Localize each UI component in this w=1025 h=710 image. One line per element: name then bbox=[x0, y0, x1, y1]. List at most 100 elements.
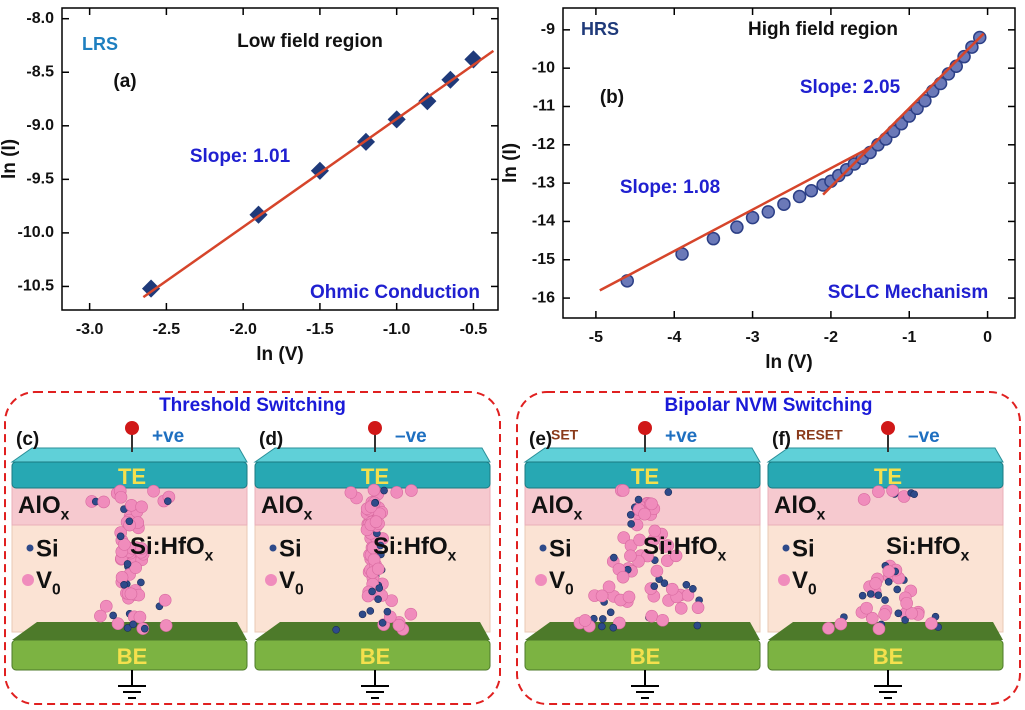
data-point bbox=[957, 49, 971, 64]
x-tick-label: -2.0 bbox=[229, 321, 257, 338]
x-tick-label: -4 bbox=[667, 329, 681, 346]
vacancy bbox=[135, 542, 148, 555]
x-tick-label: -1.0 bbox=[383, 321, 411, 338]
dopant-atom bbox=[376, 541, 385, 550]
dopant-key bbox=[26, 544, 34, 552]
data-point bbox=[761, 205, 775, 219]
layer-label-sub: x bbox=[718, 548, 727, 565]
dopant-atom bbox=[881, 596, 889, 604]
vacancy bbox=[111, 617, 125, 631]
plot-frame bbox=[61, 7, 499, 311]
dopant-atom bbox=[366, 607, 375, 615]
vacancy bbox=[900, 596, 913, 610]
dopant-atom bbox=[893, 585, 902, 594]
dopant-atom bbox=[598, 622, 606, 631]
dopant-atom bbox=[866, 590, 875, 598]
dopant-atom bbox=[689, 584, 697, 593]
vacancy bbox=[129, 561, 142, 574]
vacancy bbox=[872, 485, 885, 498]
vacancy-label: V0 bbox=[549, 567, 574, 598]
x-tick-label: -1 bbox=[902, 329, 916, 346]
vacancy bbox=[367, 483, 381, 497]
vacancy bbox=[602, 580, 616, 594]
vacancy bbox=[886, 484, 899, 498]
dopant-atom bbox=[660, 579, 669, 588]
data-point bbox=[792, 189, 807, 204]
oxide-label-sub: x bbox=[817, 507, 826, 524]
top-electrode bbox=[767, 461, 1004, 489]
bottom-electrode-top bbox=[768, 622, 1003, 640]
probe-tip bbox=[638, 421, 652, 435]
data-point bbox=[918, 93, 932, 108]
vacancy bbox=[925, 617, 938, 630]
vacancy bbox=[118, 538, 131, 551]
vacancy bbox=[658, 540, 672, 553]
bottom-electrode-label: BE bbox=[630, 644, 661, 669]
x-tick-label: 0 bbox=[983, 329, 992, 346]
x-tick-label: -5 bbox=[589, 329, 603, 346]
dopant-atom bbox=[610, 553, 618, 562]
bottom-electrode-label: BE bbox=[873, 644, 904, 669]
layer-label-sub: x bbox=[205, 548, 214, 565]
oxide-label-base: AlO bbox=[531, 492, 574, 519]
vacancy-label-sub: 0 bbox=[565, 582, 574, 599]
dopant-key bbox=[539, 544, 547, 552]
vacancy-key bbox=[535, 574, 547, 586]
state-label: LRS bbox=[82, 34, 118, 54]
dopant-atom bbox=[140, 624, 149, 633]
y-tick-label: -9.5 bbox=[26, 171, 54, 188]
vacancy bbox=[669, 549, 683, 563]
polarity-label: +ve bbox=[152, 426, 184, 447]
oxide-label-base: AlO bbox=[774, 492, 817, 519]
dopant-atom bbox=[894, 609, 903, 618]
vacancy bbox=[834, 617, 848, 631]
dopant-atom bbox=[332, 626, 340, 634]
dopant-atom bbox=[383, 607, 392, 616]
vacancy-label-base: V bbox=[792, 567, 808, 594]
vacancy bbox=[822, 622, 835, 635]
vacancy bbox=[133, 610, 147, 624]
x-tick-label: -3.0 bbox=[76, 321, 104, 338]
dopant-atom bbox=[609, 623, 618, 632]
data-point bbox=[418, 92, 437, 111]
dopant-atom bbox=[858, 591, 867, 600]
dopant-atom bbox=[627, 520, 635, 528]
fit-line bbox=[142, 49, 495, 299]
vacancy-label-sub: 0 bbox=[52, 582, 61, 599]
vacancy bbox=[882, 565, 896, 578]
y-tick-label: -16 bbox=[532, 289, 555, 306]
vacancy bbox=[616, 484, 630, 497]
top-electrode-label: TE bbox=[874, 464, 902, 489]
layer-label-sub: x bbox=[448, 548, 457, 565]
bottom-electrode-label: BE bbox=[360, 644, 391, 669]
top-electrode-top bbox=[766, 447, 1004, 463]
oxide-label-sub: x bbox=[61, 507, 70, 524]
top-electrode-top bbox=[523, 447, 761, 463]
top-electrode-label: TE bbox=[361, 464, 389, 489]
slope-label: Slope: 2.05 bbox=[800, 77, 901, 98]
y-tick-label: -13 bbox=[532, 174, 555, 191]
panel-label: (c) bbox=[16, 429, 39, 450]
x-tick-label: -2.5 bbox=[153, 321, 181, 338]
layer-label-base: Si:HfO bbox=[886, 533, 961, 560]
vacancy bbox=[674, 602, 688, 615]
dopant-atom bbox=[123, 624, 132, 632]
y-tick-label: -14 bbox=[532, 213, 555, 230]
group-frame bbox=[516, 391, 1021, 705]
vacancy bbox=[617, 531, 631, 544]
layer-label-sub: x bbox=[961, 548, 970, 565]
probe-tip bbox=[368, 421, 382, 435]
vacancy bbox=[869, 577, 882, 590]
vacancy-label-base: V bbox=[36, 567, 52, 594]
vacancy bbox=[633, 533, 646, 547]
top-electrode-top bbox=[10, 447, 248, 463]
vacancy bbox=[344, 486, 358, 499]
bottom-electrode bbox=[11, 639, 248, 671]
vacancy bbox=[878, 608, 891, 621]
vacancy-label-base: V bbox=[279, 567, 295, 594]
layer-label-base: Si:HfO bbox=[373, 533, 448, 560]
region-label: Low field region bbox=[237, 31, 383, 52]
